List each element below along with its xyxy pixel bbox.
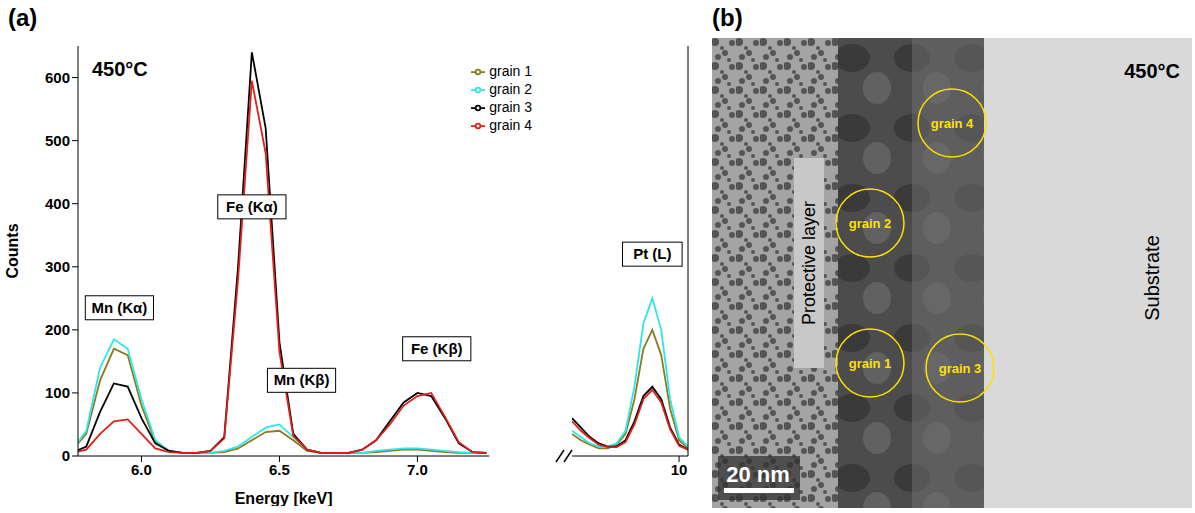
svg-text:20 nm: 20 nm [726,462,790,487]
svg-text:6.5: 6.5 [269,461,290,478]
svg-text:grain 1: grain 1 [849,356,892,371]
html-text:grain 4: grain 4 [489,117,532,133]
svg-text:7.0: 7.0 [407,461,428,478]
svg-text:Pt (L): Pt (L) [633,245,671,262]
svg-text:200: 200 [45,321,70,338]
html-text:450°C: 450°C [92,58,148,80]
html-text:grain 3: grain 3 [489,99,532,115]
svg-text:grain 4: grain 4 [931,116,974,131]
svg-text:grain 3: grain 3 [939,361,982,376]
svg-text:Fe (Kα): Fe (Kα) [226,198,278,215]
svg-text:Substrate: Substrate [1141,235,1163,321]
svg-text:400: 400 [45,195,70,212]
svg-text:Mn (Kα): Mn (Kα) [91,299,147,316]
svg-text:10: 10 [671,461,688,478]
html-text:(b): (b) [712,4,743,31]
html-text:grain 2: grain 2 [489,81,532,97]
svg-text:Fe (Kβ): Fe (Kβ) [411,340,463,357]
svg-text:300: 300 [45,258,70,275]
svg-text:0: 0 [62,447,70,464]
svg-text:Counts: Counts [4,223,21,278]
svg-text:Protective layer: Protective layer [799,201,819,325]
html-text:grain 1: grain 1 [489,63,532,79]
svg-text:100: 100 [45,384,70,401]
svg-text:450°C: 450°C [1124,60,1180,82]
svg-text:6.0: 6.0 [131,461,152,478]
svg-text:Mn (Kβ): Mn (Kβ) [274,371,330,388]
svg-text:500: 500 [45,132,70,149]
svg-text:Energy [keV]: Energy [keV] [235,490,333,506]
svg-text:grain 2: grain 2 [849,216,892,231]
html-text:(a): (a) [8,4,38,31]
svg-text:600: 600 [45,69,70,86]
